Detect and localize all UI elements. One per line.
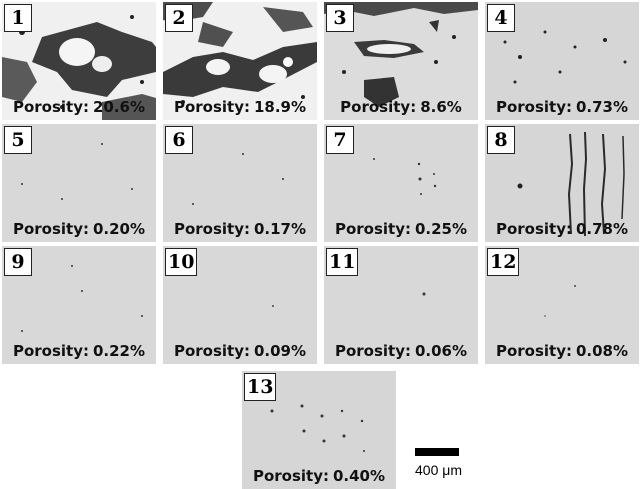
panel-number: 11 — [326, 248, 359, 276]
porosity-text: Porosity: — [495, 98, 572, 116]
panel-number: 3 — [326, 4, 354, 32]
porosity-label: Porosity: 0.08% — [485, 342, 639, 360]
porosity-label: Porosity: 8.6% — [324, 98, 478, 116]
panel-number: 8 — [487, 126, 515, 154]
scale-bar — [415, 448, 459, 456]
panel-number: 4 — [487, 4, 515, 32]
porosity-value: 0.20% — [92, 220, 146, 238]
porosity-label: Porosity: 0.40% — [242, 467, 396, 485]
porosity-text: Porosity: — [334, 220, 411, 238]
porosity-text: Porosity: — [495, 342, 572, 360]
micrograph-image — [2, 2, 156, 120]
porosity-label: Porosity: 0.20% — [2, 220, 156, 238]
porosity-text: Porosity: — [173, 98, 250, 116]
micrograph-panel-11: 11 Porosity: 0.06% — [324, 246, 478, 364]
porosity-label: Porosity: 18.9% — [163, 98, 317, 116]
porosity-text: Porosity: — [252, 467, 329, 485]
porosity-value: 0.08% — [575, 342, 629, 360]
porosity-label: Porosity: 0.73% — [485, 98, 639, 116]
porosity-text: Porosity: — [12, 220, 89, 238]
micrograph-panel-5: 5 Porosity: 0.20% — [2, 124, 156, 242]
porosity-label: Porosity: 0.25% — [324, 220, 478, 238]
porosity-text: Porosity: — [12, 342, 89, 360]
panel-number: 10 — [165, 248, 198, 276]
micrograph-panel-10: 10 Porosity: 0.09% — [163, 246, 317, 364]
porosity-label: Porosity: 0.78% — [485, 220, 639, 238]
micrograph-panel-1: 1 Porosity: 20.6% — [2, 2, 156, 120]
micrograph-panel-3: 3 Porosity: 8.6% — [324, 2, 478, 120]
micrograph-panel-9: 9 Porosity: 0.22% — [2, 246, 156, 364]
micrograph-panel-4: 4 Porosity: 0.73% — [485, 2, 639, 120]
micrograph-panel-8: 8 Porosity: 0.78% — [485, 124, 639, 242]
porosity-label: Porosity: 0.09% — [163, 342, 317, 360]
porosity-label: Porosity: 0.06% — [324, 342, 478, 360]
scale-bar-label: 400 μm — [415, 462, 462, 478]
porosity-text: Porosity: — [334, 342, 411, 360]
micrograph-panel-13: 13 Porosity: 0.40% — [242, 371, 396, 489]
porosity-text: Porosity: — [340, 98, 417, 116]
panel-number: 2 — [165, 4, 193, 32]
porosity-text: Porosity: — [12, 98, 89, 116]
porosity-label: Porosity: 0.22% — [2, 342, 156, 360]
porosity-value: 0.25% — [414, 220, 468, 238]
panel-number: 1 — [4, 4, 32, 32]
porosity-value: 18.9% — [253, 98, 307, 116]
panel-number: 5 — [4, 126, 32, 154]
micrograph-panel-7: 7 Porosity: 0.25% — [324, 124, 478, 242]
panel-number: 7 — [326, 126, 354, 154]
panel-number: 13 — [244, 373, 277, 401]
panel-number: 9 — [4, 248, 32, 276]
porosity-value: 0.06% — [414, 342, 468, 360]
porosity-value: 0.40% — [332, 467, 386, 485]
porosity-text: Porosity: — [495, 220, 572, 238]
porosity-value: 0.17% — [253, 220, 307, 238]
porosity-value: 8.6% — [420, 98, 462, 116]
porosity-label: Porosity: 20.6% — [2, 98, 156, 116]
porosity-label: Porosity: 0.17% — [163, 220, 317, 238]
porosity-value: 0.09% — [253, 342, 307, 360]
micrograph-panel-2: 2 Porosity: 18.9% — [163, 2, 317, 120]
porosity-value: 0.73% — [575, 98, 629, 116]
porosity-text: Porosity: — [173, 220, 250, 238]
micrograph-panel-6: 6 Porosity: 0.17% — [163, 124, 317, 242]
porosity-text: Porosity: — [173, 342, 250, 360]
porosity-value: 0.78% — [575, 220, 629, 238]
micrograph-image — [324, 2, 478, 120]
panel-number: 12 — [487, 248, 520, 276]
porosity-value: 0.22% — [92, 342, 146, 360]
micrograph-panel-12: 12 Porosity: 0.08% — [485, 246, 639, 364]
panel-number: 6 — [165, 126, 193, 154]
porosity-value: 20.6% — [92, 98, 146, 116]
